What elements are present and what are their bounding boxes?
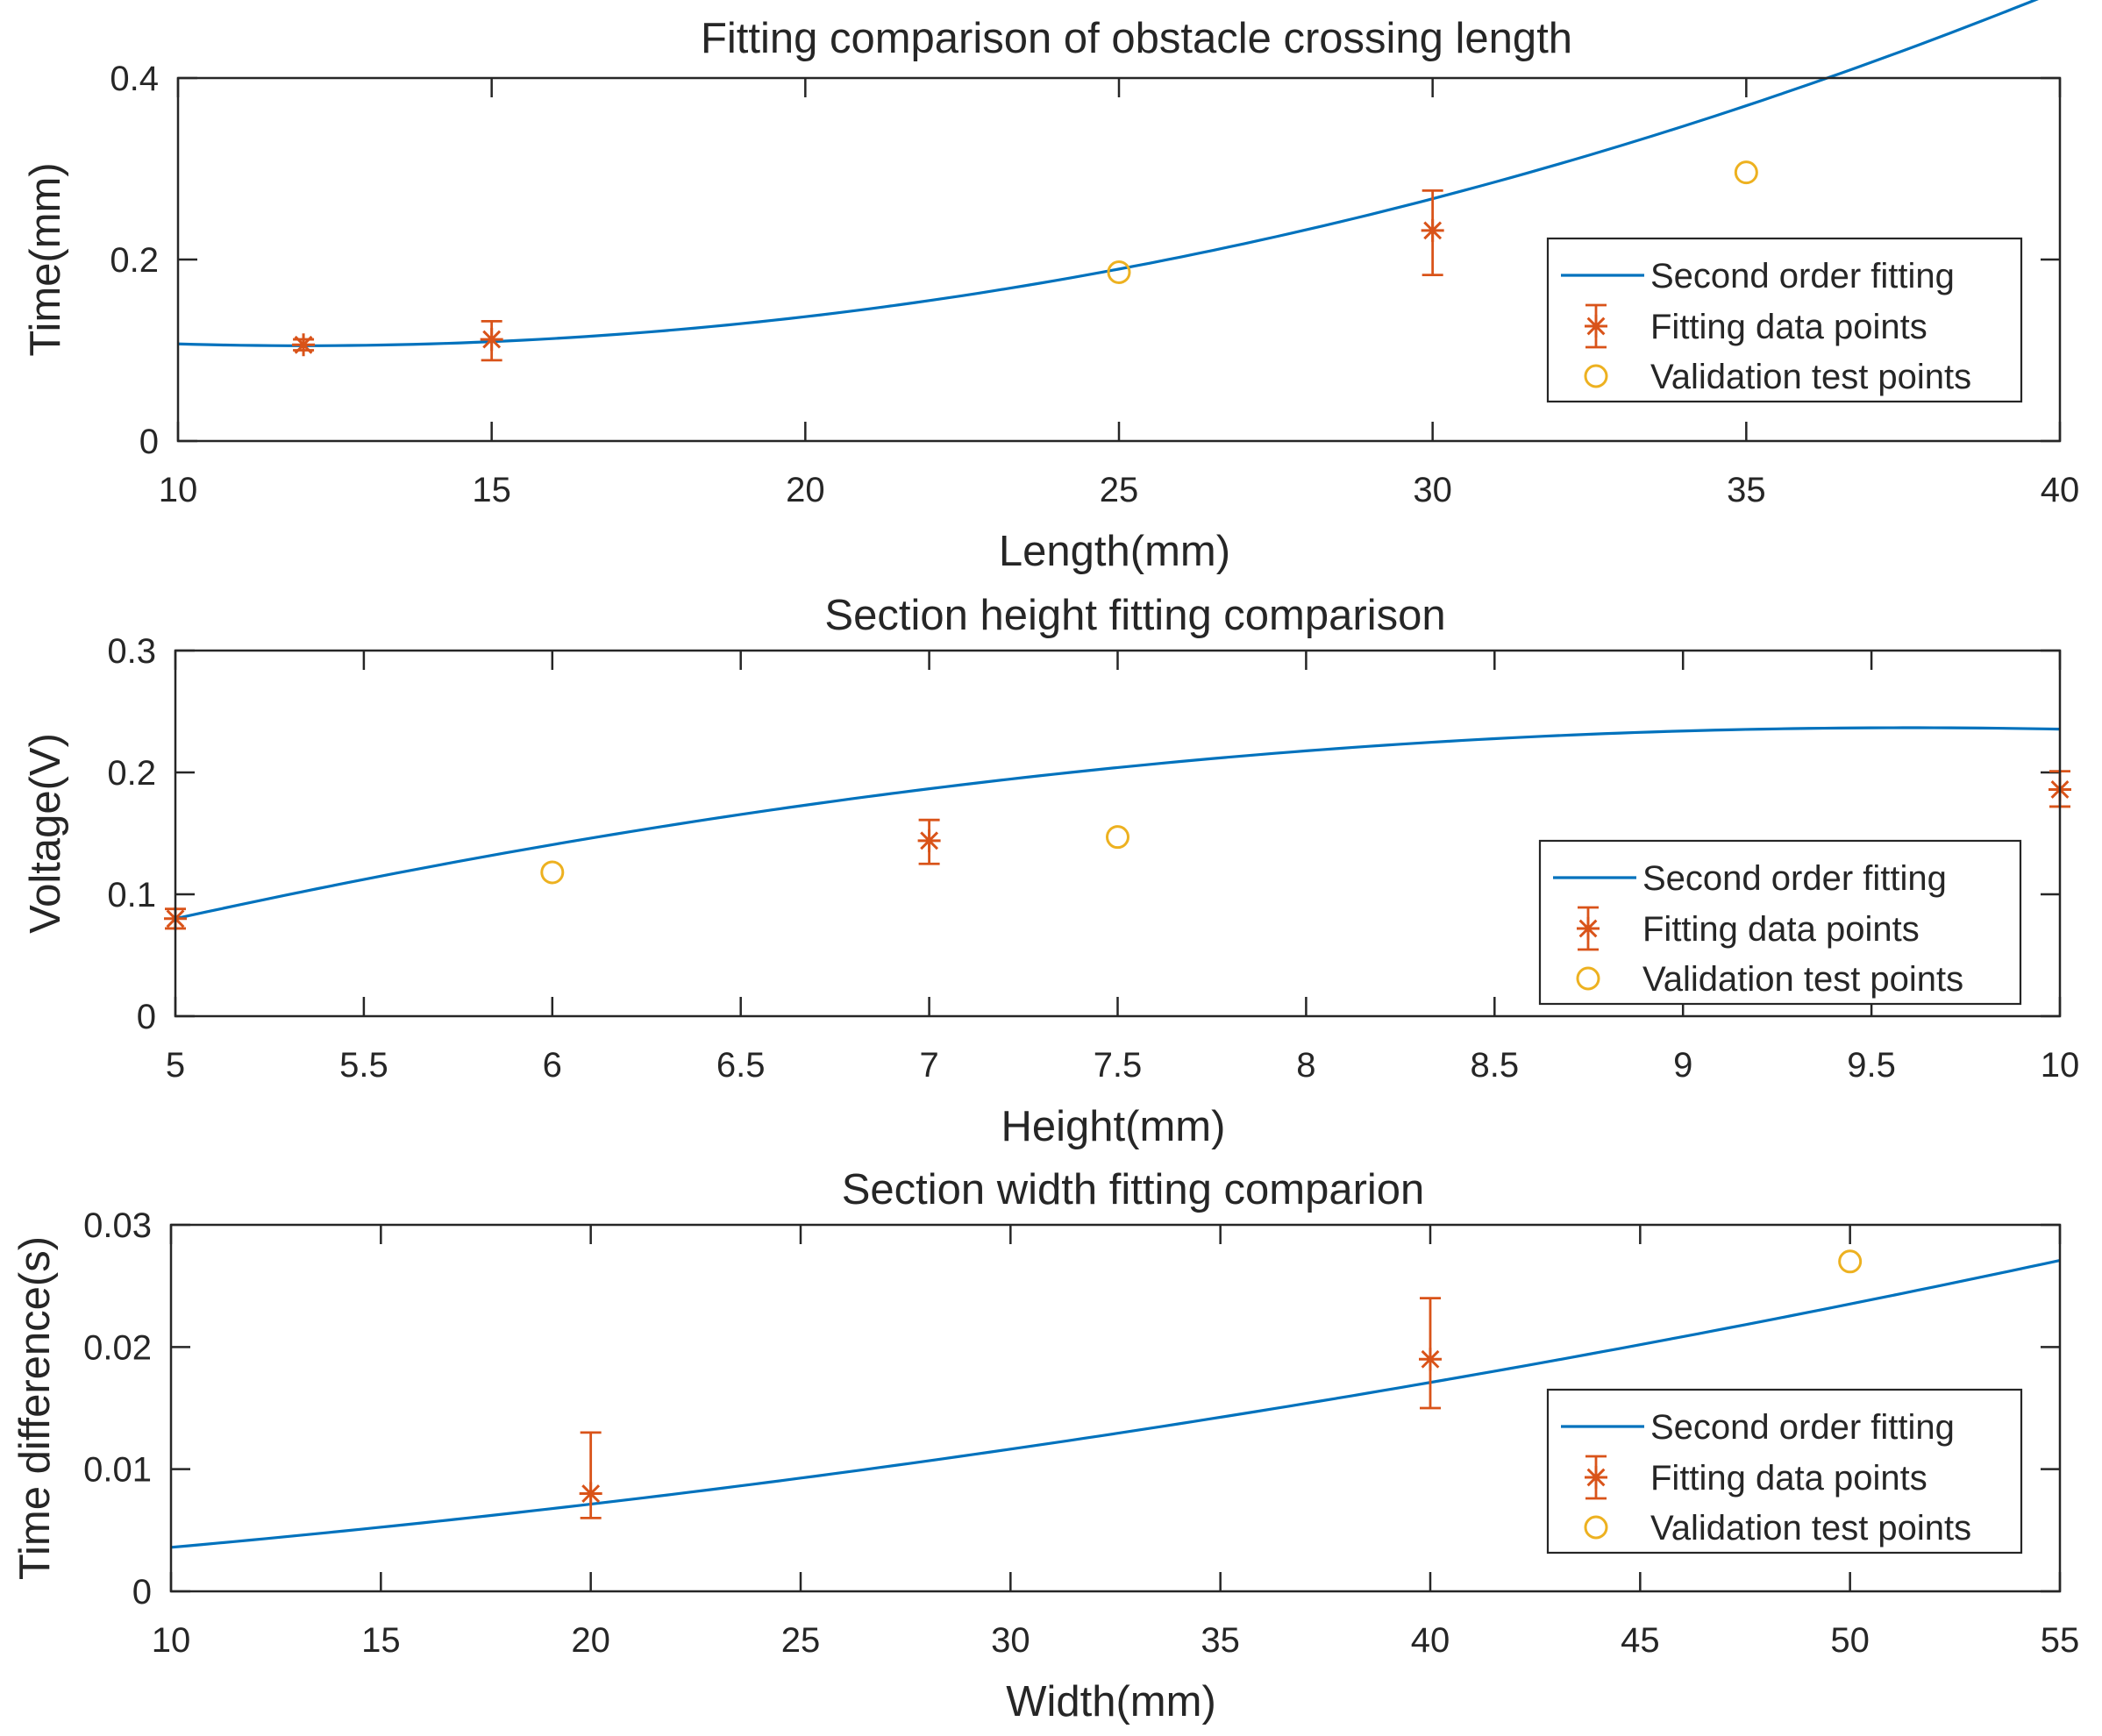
legend-star-symbol (1577, 917, 1600, 940)
validation-test-point (1734, 160, 1758, 185)
x-tick-label: 20 (786, 471, 825, 509)
subplot-2: 5 5.5 6 6.5 7 7.5 8 8.5 9 9.5 10 0 0.1 0.2 0.3 Section … (22, 592, 2079, 1150)
y-tick-label: 0.4 (110, 60, 159, 98)
legend-circle-symbol (1584, 364, 1608, 388)
x-tick-label: 45 (1621, 1621, 1660, 1660)
x-tick-label: 10 (159, 471, 198, 509)
legend-box (1538, 839, 2022, 1006)
y-tick-label: 0 (139, 423, 159, 461)
x-tick-label: 10 (152, 1621, 191, 1660)
x-tick-label: 35 (1201, 1621, 1240, 1660)
x-tick-label: 6.5 (716, 1046, 766, 1085)
chart-title: Section width fitting comparion (842, 1166, 1425, 1213)
fitting-data-point (1419, 1348, 1442, 1371)
subplot-3: 10 15 20 25 30 35 40 45 50 55 0 0.01 0.02 0.03 Section… (11, 1166, 2079, 1725)
x-axis-label: Height(mm) (1001, 1103, 1226, 1150)
fitting-data-point (1421, 218, 1444, 242)
x-tick-label: 15 (361, 1621, 401, 1660)
x-axis-label: Length(mm) (999, 528, 1230, 575)
x-tick-label: 6 (543, 1046, 562, 1085)
legend-label: Validation test points (1650, 358, 1971, 396)
fit-curve-line (175, 726, 2061, 921)
legend-label: Validation test points (1650, 1509, 1971, 1547)
legend-label: Second order fitting (1642, 859, 1947, 898)
x-tick-label: 7 (919, 1046, 938, 1085)
y-axis-label: Time difference(s) (11, 1236, 59, 1580)
axes-box (176, 76, 2062, 443)
fitting-data-point (480, 328, 503, 352)
y-tick-label: 0 (132, 1573, 152, 1611)
y-axis-label: Voltage(V) (22, 733, 69, 934)
legend-label: Fitting data points (1650, 1459, 1927, 1498)
x-tick-label: 30 (1413, 471, 1452, 509)
x-tick-label: 40 (1411, 1621, 1450, 1660)
x-tick-label: 25 (781, 1621, 821, 1660)
legend: Second order fitting Fitting data points V… (1546, 1388, 2023, 1555)
chart-title: Section height fitting comparison (824, 592, 1445, 639)
y-tick-label: 0.01 (83, 1451, 152, 1490)
x-tick-label: 35 (1727, 471, 1766, 509)
x-axis-label: Width(mm) (1006, 1678, 1216, 1725)
x-tick-label: 30 (991, 1621, 1030, 1660)
y-tick-label: 0.03 (83, 1206, 152, 1245)
y-axis-label: Time(mm) (22, 162, 69, 356)
legend-star-symbol (1585, 315, 1607, 338)
y-tick-label: 0.02 (83, 1328, 152, 1367)
axes-box (174, 649, 2062, 1018)
x-tick-label: 10 (2041, 1046, 2080, 1085)
x-tick-label: 15 (472, 471, 511, 509)
legend-star-symbol (1585, 1466, 1607, 1489)
subplot-1: 10 15 20 25 30 35 40 0 0.2 0.4 Fitting comparison … (22, 0, 2079, 575)
y-tick-label: 0.1 (107, 876, 156, 914)
y-tick-label: 0.2 (107, 754, 156, 793)
x-tick-label: 9 (1673, 1046, 1692, 1085)
legend-box (1546, 237, 2023, 403)
legend-label: Fitting data points (1642, 910, 1920, 949)
legend-label: Second order fitting (1650, 257, 1955, 295)
y-tick-label: 0.3 (107, 632, 156, 671)
chart-title: Fitting comparison of obstacle crossing … (701, 15, 1572, 62)
fitting-data-point (917, 829, 941, 852)
validation-test-point (1106, 825, 1129, 850)
fitting-data-point (292, 333, 316, 357)
validation-test-point (540, 860, 565, 885)
legend: Second order fitting Fitting data points V… (1538, 839, 2022, 1006)
legend-box (1546, 1388, 2023, 1555)
x-tick-label: 5 (166, 1046, 185, 1085)
legend-circle-symbol (1584, 1515, 1608, 1540)
y-tick-label: 0 (137, 998, 156, 1036)
fit-curve-line (170, 1258, 2061, 1549)
x-tick-label: 9.5 (1847, 1046, 1896, 1085)
legend-label: Validation test points (1642, 960, 1963, 999)
validation-test-point (1107, 260, 1131, 284)
x-tick-label: 8 (1296, 1046, 1315, 1085)
x-tick-label: 50 (1830, 1621, 1870, 1660)
y-tick-label: 0.2 (110, 241, 159, 280)
legend: Second order fitting Fitting data points V… (1546, 237, 2023, 403)
axes-box (169, 1223, 2062, 1593)
x-tick-label: 55 (2041, 1621, 2080, 1660)
legend-label: Second order fitting (1650, 1408, 1955, 1447)
x-tick-label: 7.5 (1094, 1046, 1143, 1085)
legend-label: Fitting data points (1650, 308, 1927, 346)
legend-circle-symbol (1576, 966, 1600, 991)
validation-test-point (1838, 1249, 1863, 1274)
x-tick-label: 40 (2041, 471, 2080, 509)
x-tick-label: 20 (571, 1621, 610, 1660)
x-tick-label: 5.5 (339, 1046, 388, 1085)
x-tick-label: 8.5 (1470, 1046, 1519, 1085)
fitting-data-point (579, 1482, 602, 1505)
x-tick-label: 25 (1100, 471, 1139, 509)
